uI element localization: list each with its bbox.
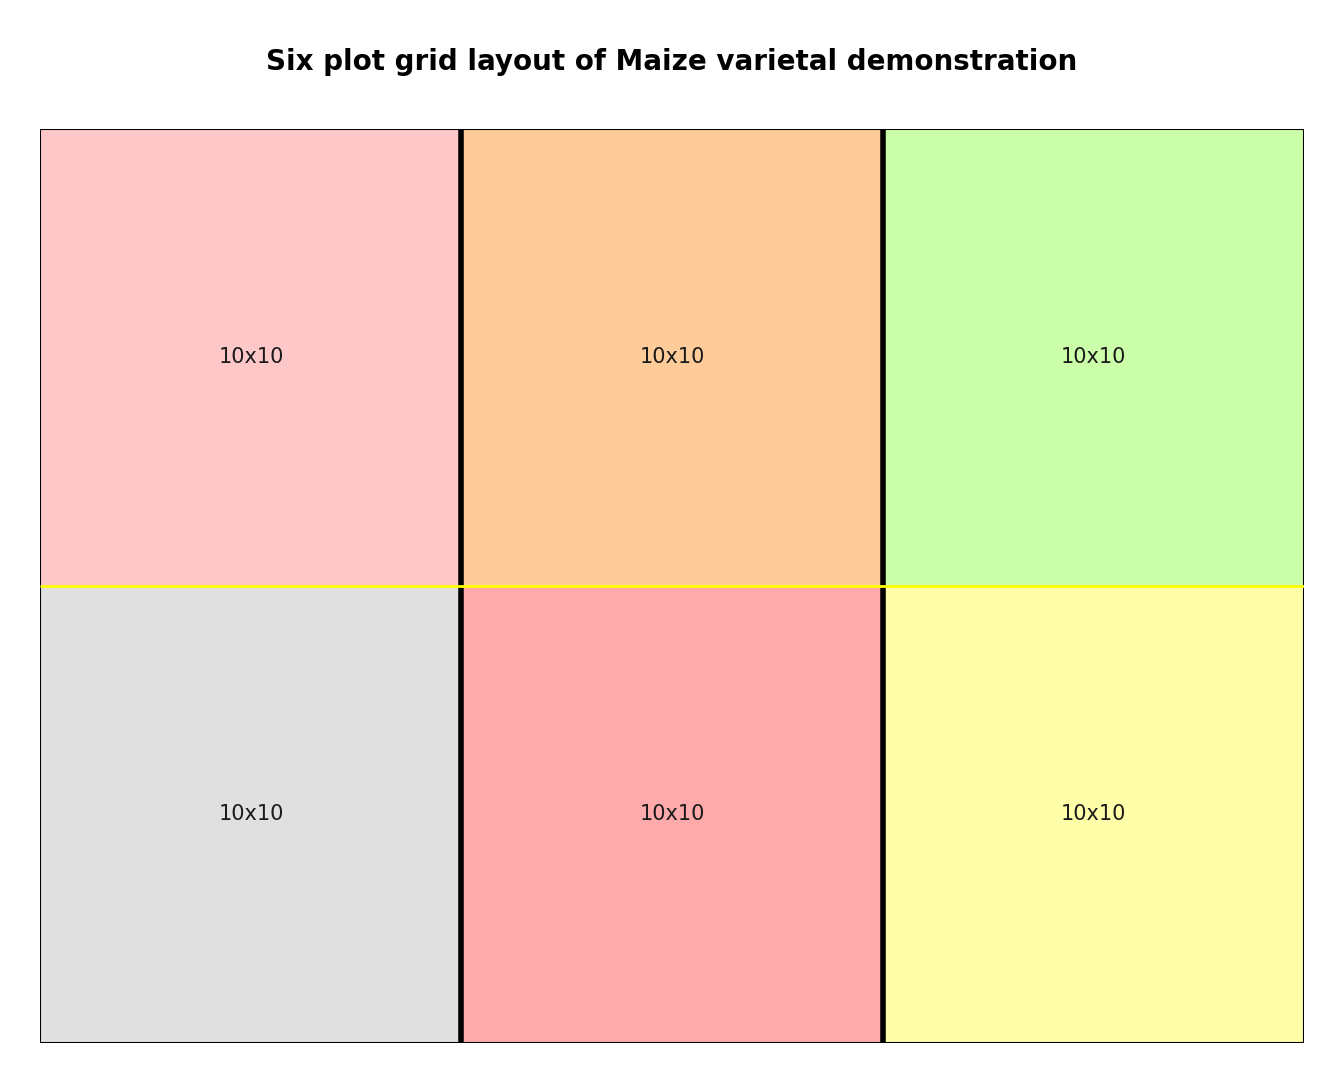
Bar [40, 129, 461, 586]
Text: 10x10: 10x10 [1060, 804, 1126, 825]
Bar [883, 129, 1304, 586]
Bar [883, 586, 1304, 1043]
Text: 10x10: 10x10 [640, 347, 704, 368]
Bar [40, 586, 461, 1043]
Bar [461, 586, 883, 1043]
Text: 10x10: 10x10 [640, 804, 704, 825]
Text: 10x10: 10x10 [218, 347, 284, 368]
Text: 10x10: 10x10 [218, 804, 284, 825]
Text: Six plot grid layout of Maize varietal demonstration: Six plot grid layout of Maize varietal d… [266, 48, 1078, 76]
Text: 10x10: 10x10 [1060, 347, 1126, 368]
Bar [461, 129, 883, 586]
